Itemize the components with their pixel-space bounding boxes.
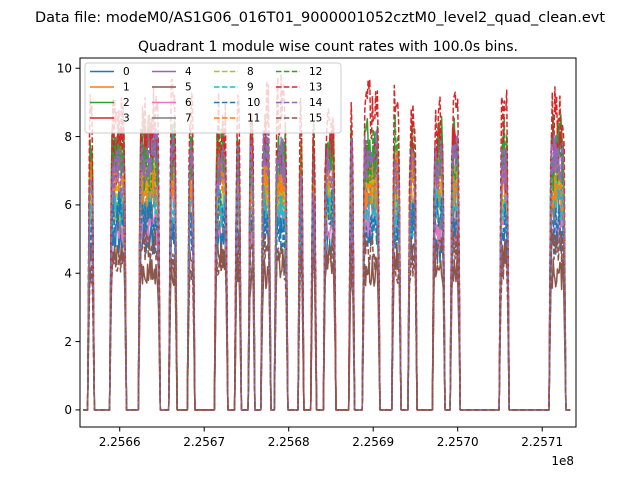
legend-label-9: 9 [247, 82, 254, 94]
series-layer [83, 73, 571, 411]
figure-suptitle: Data file: modeM0/AS1G06_016T01_90000010… [35, 10, 605, 26]
legend-label-5: 5 [185, 82, 192, 94]
series-line-15 [83, 227, 571, 411]
axes-frame [79, 57, 577, 428]
legend-label-2: 2 [123, 97, 130, 109]
y-tick-label: 10 [57, 62, 72, 76]
x-tick-label: 2.2571 [521, 435, 563, 449]
x-tick-label: 2.2567 [183, 435, 225, 449]
legend-label-12: 12 [309, 66, 322, 78]
y-tick-label: 8 [64, 130, 72, 144]
legend-box [84, 62, 342, 134]
y-tick-label: 0 [64, 403, 72, 417]
chart-title: Quadrant 1 module wise count rates with … [138, 39, 518, 55]
legend-label-15: 15 [309, 113, 322, 125]
legend-label-11: 11 [247, 113, 260, 125]
legend-label-4: 4 [185, 66, 192, 78]
x-tick-label: 2.2570 [437, 435, 479, 449]
x-tick-label: 2.2566 [99, 435, 141, 449]
y-tick-label: 2 [64, 335, 72, 349]
y-tick-label: 4 [64, 267, 72, 281]
legend-label-10: 10 [247, 97, 260, 109]
y-axis: 0 2 4 6 8 10 [57, 62, 80, 417]
legend-label-6: 6 [185, 97, 192, 109]
legend-label-7: 7 [185, 113, 192, 125]
y-tick-label: 6 [64, 198, 72, 212]
x-offset-label: 1e8 [551, 454, 574, 468]
legend-label-8: 8 [247, 66, 254, 78]
x-tick-label: 2.2569 [352, 435, 394, 449]
series-line-10 [83, 189, 571, 411]
legend-label-1: 1 [123, 82, 130, 94]
legend-label-3: 3 [123, 113, 130, 125]
legend-label-14: 14 [309, 97, 323, 109]
legend-label-0: 0 [123, 66, 130, 78]
legend-label-13: 13 [309, 82, 322, 94]
x-tick-label: 2.2568 [268, 435, 310, 449]
x-axis: 2.2566 2.2567 2.2568 2.2569 2.2570 2.2571 [99, 427, 563, 449]
